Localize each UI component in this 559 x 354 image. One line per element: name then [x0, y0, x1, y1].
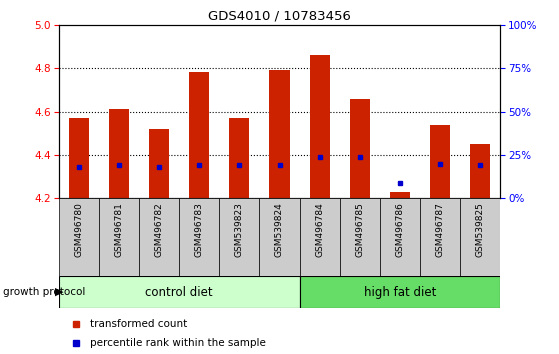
- Bar: [350, 98, 370, 198]
- Text: control diet: control diet: [145, 286, 213, 298]
- Bar: [420, 198, 460, 276]
- Title: GDS4010 / 10783456: GDS4010 / 10783456: [208, 9, 351, 22]
- Text: transformed count: transformed count: [89, 319, 187, 329]
- Bar: [189, 73, 209, 198]
- Bar: [300, 198, 340, 276]
- Text: ▶: ▶: [55, 287, 63, 297]
- Text: GSM496787: GSM496787: [435, 202, 444, 257]
- Text: GSM496782: GSM496782: [154, 202, 164, 257]
- Text: GSM496786: GSM496786: [395, 202, 405, 257]
- Text: GSM496783: GSM496783: [195, 202, 203, 257]
- Text: GSM496781: GSM496781: [115, 202, 124, 257]
- Text: GSM496784: GSM496784: [315, 202, 324, 257]
- Text: high fat diet: high fat diet: [364, 286, 436, 298]
- Bar: [109, 109, 129, 198]
- Text: GSM539823: GSM539823: [235, 202, 244, 257]
- Bar: [229, 118, 249, 198]
- Bar: [460, 198, 500, 276]
- Bar: [390, 192, 410, 198]
- Bar: [69, 118, 89, 198]
- Text: percentile rank within the sample: percentile rank within the sample: [89, 338, 266, 348]
- Bar: [300, 276, 500, 308]
- Bar: [310, 55, 330, 198]
- Bar: [59, 276, 300, 308]
- Text: GSM496780: GSM496780: [74, 202, 83, 257]
- Bar: [99, 198, 139, 276]
- Bar: [340, 198, 380, 276]
- Bar: [219, 198, 259, 276]
- Bar: [430, 125, 450, 198]
- Bar: [59, 198, 99, 276]
- Text: GSM539825: GSM539825: [476, 202, 485, 257]
- Text: GSM496785: GSM496785: [356, 202, 364, 257]
- Bar: [139, 198, 179, 276]
- Bar: [380, 198, 420, 276]
- Bar: [269, 70, 290, 198]
- Bar: [179, 198, 219, 276]
- Bar: [259, 198, 300, 276]
- Bar: [149, 129, 169, 198]
- Text: growth protocol: growth protocol: [3, 287, 85, 297]
- Text: GSM539824: GSM539824: [275, 202, 284, 257]
- Bar: [470, 144, 490, 198]
